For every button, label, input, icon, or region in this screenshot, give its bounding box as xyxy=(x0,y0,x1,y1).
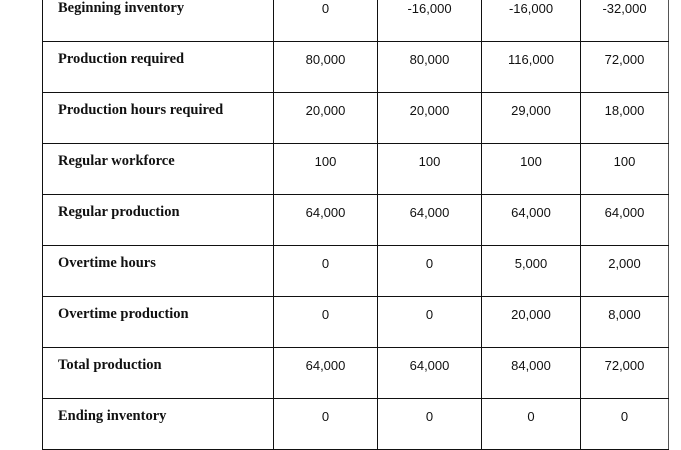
table-row: Regular workforce 100 100 100 100 xyxy=(42,143,669,195)
table-cell: 64,000 xyxy=(273,194,378,246)
table-cell: 72,000 xyxy=(580,347,669,399)
row-label: Beginning inventory xyxy=(42,0,274,42)
table-cell: 64,000 xyxy=(580,194,669,246)
table-cell: 100 xyxy=(580,143,669,195)
table-row: Overtime production 0 0 20,000 8,000 xyxy=(42,296,669,348)
row-label: Production required xyxy=(42,41,274,93)
table-cell: 80,000 xyxy=(377,41,482,93)
table-cell: 0 xyxy=(377,296,482,348)
table-cell: 2,000 xyxy=(580,245,669,297)
table-cell: -32,000 xyxy=(580,0,669,42)
production-plan-table: Beginning inventory 0 -16,000 -16,000 -32,00… xyxy=(42,0,669,450)
table-cell: 0 xyxy=(273,398,378,450)
table-cell: 80,000 xyxy=(273,41,378,93)
table-cell: 8,000 xyxy=(580,296,669,348)
row-label: Regular workforce xyxy=(42,143,274,195)
table-cell: 0 xyxy=(273,245,378,297)
table-cell: 0 xyxy=(377,245,482,297)
table-cell: 100 xyxy=(377,143,482,195)
table-row: Ending inventory 0 0 0 0 xyxy=(42,398,669,450)
table-cell: 100 xyxy=(481,143,581,195)
table-row: Total production 64,000 64,000 84,000 72,000 xyxy=(42,347,669,399)
row-label: Regular production xyxy=(42,194,274,246)
table-cell: 0 xyxy=(377,398,482,450)
row-label: Ending inventory xyxy=(42,398,274,450)
table-cell: 18,000 xyxy=(580,92,669,144)
table-row: Overtime hours 0 0 5,000 2,000 xyxy=(42,245,669,297)
row-label: Overtime hours xyxy=(42,245,274,297)
table-cell: 116,000 xyxy=(481,41,581,93)
table-cell: 5,000 xyxy=(481,245,581,297)
table-cell: 64,000 xyxy=(273,347,378,399)
table-row: Production required 80,000 80,000 116,000 72… xyxy=(42,41,669,93)
table-cell: 100 xyxy=(273,143,378,195)
table-cell: 20,000 xyxy=(481,296,581,348)
table-cell: 84,000 xyxy=(481,347,581,399)
table-cell: 29,000 xyxy=(481,92,581,144)
table-row: Beginning inventory 0 -16,000 -16,000 -32,00… xyxy=(42,0,669,42)
row-label: Total production xyxy=(42,347,274,399)
table-cell: 20,000 xyxy=(273,92,378,144)
table-cell: -16,000 xyxy=(481,0,581,42)
row-label: Production hours required xyxy=(42,92,274,144)
table-cell: 64,000 xyxy=(481,194,581,246)
table-cell: 64,000 xyxy=(377,194,482,246)
table-cell: 20,000 xyxy=(377,92,482,144)
table-cell: 0 xyxy=(580,398,669,450)
table-row: Production hours required 20,000 20,000 29,… xyxy=(42,92,669,144)
table-cell: 0 xyxy=(273,296,378,348)
table-cell: -16,000 xyxy=(377,0,482,42)
table-cell: 64,000 xyxy=(377,347,482,399)
table-cell: 0 xyxy=(481,398,581,450)
row-label: Overtime production xyxy=(42,296,274,348)
table-cell: 0 xyxy=(273,0,378,42)
table-cell: 72,000 xyxy=(580,41,669,93)
table-row: Regular production 64,000 64,000 64,000 64,0… xyxy=(42,194,669,246)
